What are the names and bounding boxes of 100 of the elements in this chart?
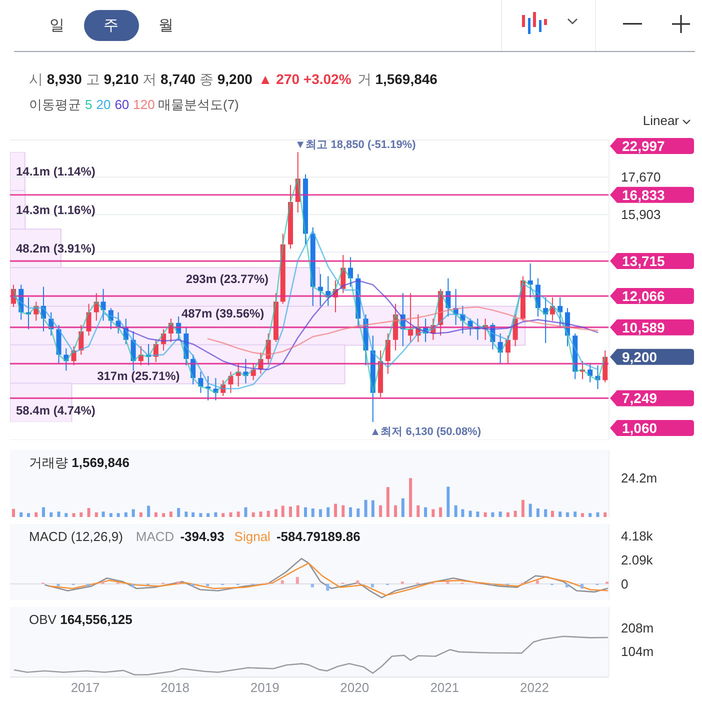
x-tick-label: 2019 bbox=[250, 680, 280, 696]
bar bbox=[604, 512, 607, 517]
bar bbox=[102, 512, 105, 517]
bar bbox=[521, 500, 524, 517]
bar bbox=[454, 505, 458, 517]
chart-title: OBV 164,556,125 bbox=[29, 611, 132, 629]
candlestick bbox=[348, 256, 354, 288]
text: 9,200 bbox=[622, 348, 658, 365]
bar bbox=[326, 584, 330, 591]
bar bbox=[304, 507, 307, 517]
bar bbox=[20, 512, 23, 517]
text: 일 bbox=[50, 17, 64, 35]
y-tick-label: 2.09k bbox=[621, 552, 654, 568]
candlestick bbox=[250, 362, 256, 381]
bar bbox=[580, 584, 584, 588]
data-label: 58.4m (4.74%) bbox=[16, 404, 96, 418]
x-tick-label: 2018 bbox=[160, 680, 190, 696]
bar bbox=[222, 513, 225, 517]
bar bbox=[116, 513, 120, 517]
bar bbox=[236, 512, 240, 517]
text: 주 bbox=[104, 17, 118, 35]
text: 12,066 bbox=[622, 288, 666, 304]
text: 60 bbox=[114, 96, 130, 114]
annotation: -584.79 bbox=[276, 528, 321, 546]
bar bbox=[310, 584, 314, 588]
bar bbox=[588, 513, 592, 517]
bar bbox=[42, 507, 46, 517]
text: 거 1,569,846 bbox=[357, 71, 438, 87]
candlestick bbox=[408, 292, 414, 342]
bar bbox=[319, 509, 322, 517]
line-series bbox=[14, 636, 608, 676]
bar bbox=[468, 510, 472, 517]
text: 10,589 bbox=[622, 319, 666, 336]
text: 16,833 bbox=[622, 186, 666, 203]
bar bbox=[536, 508, 540, 517]
bar bbox=[199, 513, 202, 517]
bar bbox=[139, 512, 142, 517]
text: 7,249 bbox=[622, 390, 658, 406]
bar bbox=[566, 584, 569, 588]
bar bbox=[162, 513, 166, 517]
bar bbox=[439, 507, 442, 517]
bar bbox=[370, 584, 374, 588]
text: Signal bbox=[234, 528, 270, 546]
bar bbox=[131, 584, 134, 588]
bar bbox=[424, 507, 428, 517]
bar bbox=[124, 512, 128, 517]
bar bbox=[364, 500, 368, 517]
text: 월 bbox=[158, 17, 174, 35]
y-tick-label: 17,670 bbox=[621, 170, 661, 185]
bar bbox=[64, 513, 68, 517]
bar bbox=[296, 505, 300, 517]
chart-subtitle: ▲ 270 +3.02% bbox=[258, 70, 352, 89]
bar bbox=[544, 509, 548, 517]
y-tick-label: 15,903 bbox=[621, 207, 661, 222]
bar bbox=[280, 580, 284, 584]
bar bbox=[206, 513, 210, 517]
text: 22,997 bbox=[622, 138, 666, 154]
bar bbox=[87, 508, 90, 517]
bar bbox=[311, 508, 314, 517]
y-tick-label: 104m bbox=[621, 644, 654, 659]
bar bbox=[566, 512, 569, 517]
bar bbox=[296, 576, 299, 584]
bar bbox=[266, 510, 270, 517]
bar bbox=[386, 487, 390, 517]
y-tick-label: 208m bbox=[621, 620, 654, 636]
bar bbox=[356, 580, 360, 584]
text: 120 bbox=[133, 96, 155, 114]
text: Linear bbox=[642, 113, 679, 129]
bar bbox=[342, 505, 345, 517]
bar bbox=[476, 512, 480, 517]
bar bbox=[274, 509, 278, 517]
bar bbox=[184, 512, 188, 517]
annotation: 189.86 bbox=[320, 528, 360, 546]
data-label: 14.1m (1.14%) bbox=[16, 164, 96, 178]
bar bbox=[132, 509, 135, 517]
bar bbox=[57, 512, 60, 517]
candlestick bbox=[385, 332, 390, 374]
y-tick-label: 0 bbox=[621, 576, 628, 592]
bar bbox=[558, 512, 562, 517]
chart-title: 시 8,930 고 9,210 저 8,740 종 9,200 bbox=[29, 71, 252, 87]
bar bbox=[72, 513, 76, 517]
bar bbox=[409, 478, 412, 517]
bar bbox=[446, 486, 450, 517]
bar bbox=[550, 510, 554, 517]
bar bbox=[154, 512, 158, 517]
bar bbox=[514, 510, 517, 517]
bar bbox=[580, 513, 584, 517]
chart-title: 매물분석도(7) bbox=[158, 96, 239, 114]
bar bbox=[356, 508, 360, 517]
bar bbox=[169, 512, 172, 517]
data-label: 293m (23.77%) bbox=[186, 272, 269, 286]
data-label: 487m (39.56%) bbox=[181, 306, 264, 321]
chart-title: 거래량 1,569,846 bbox=[29, 454, 130, 472]
bar bbox=[326, 507, 330, 517]
bar bbox=[432, 509, 435, 517]
chart-title: MACD (12,26,9) bbox=[29, 528, 123, 546]
bar bbox=[147, 506, 150, 517]
x-tick-label: 2022 bbox=[520, 680, 549, 696]
text: 24.2m bbox=[621, 470, 658, 486]
y-tick-label: 4.18k bbox=[621, 528, 654, 544]
